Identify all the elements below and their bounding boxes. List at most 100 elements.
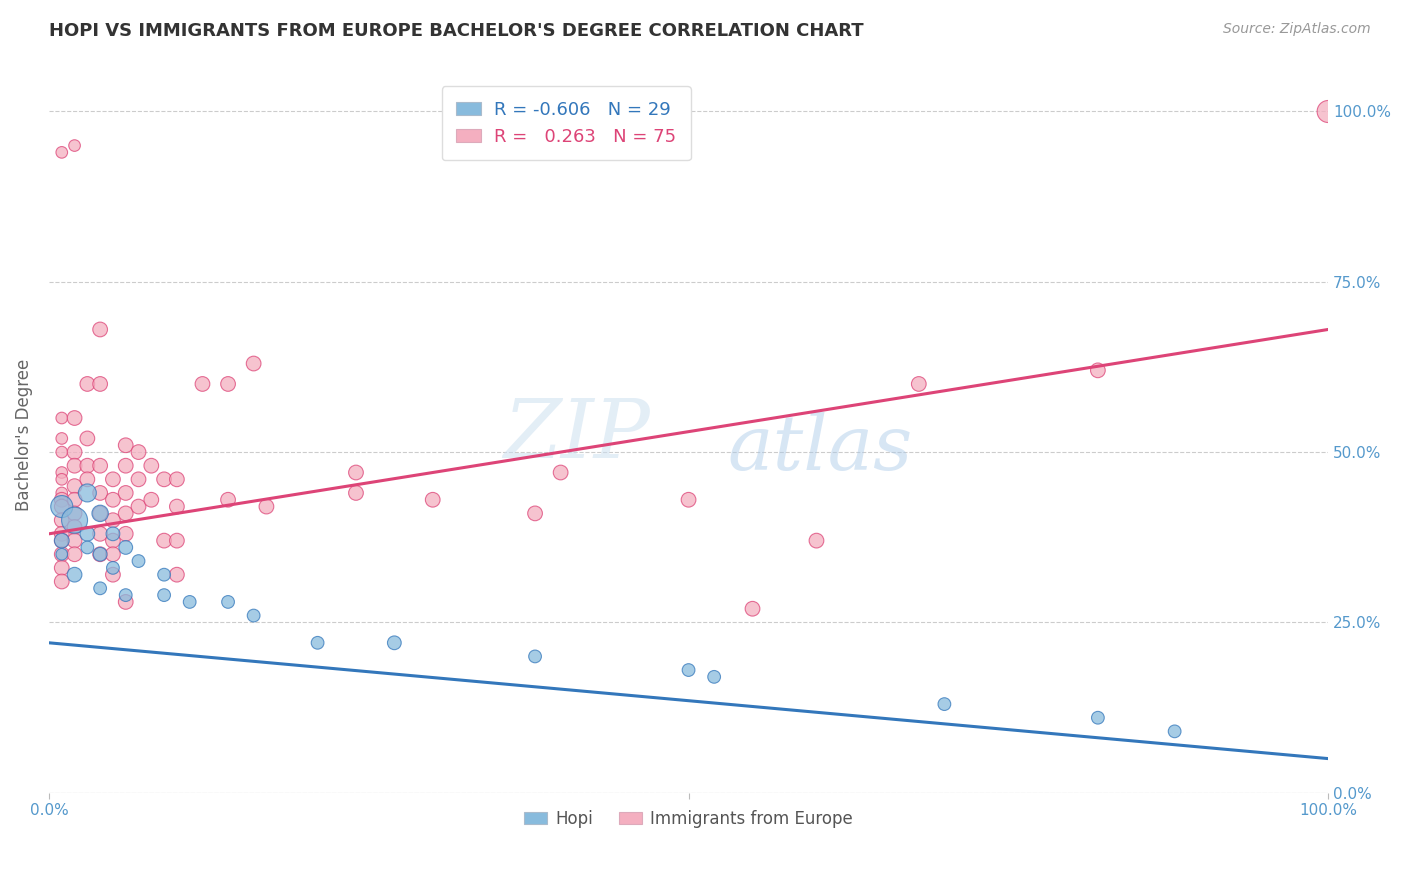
Point [191,376,214,391]
Point [51,445,73,459]
Point [101,472,124,486]
Point [166,472,188,486]
Point [76,526,98,541]
Point [166,567,188,582]
Point [153,588,176,602]
Point [128,472,150,486]
Point [101,513,124,527]
Point [153,567,176,582]
Point [217,492,239,507]
Point [51,145,73,160]
Point [76,376,98,391]
Point [63,411,86,425]
Point [128,445,150,459]
Point [63,533,86,548]
Point [242,608,264,623]
Point [51,526,73,541]
Point [101,526,124,541]
Point [114,438,136,452]
Point [141,458,163,473]
Point [166,533,188,548]
Point [678,663,700,677]
Point [63,507,86,521]
Point [89,507,111,521]
Point [179,595,201,609]
Point [114,458,136,473]
Point [344,466,367,480]
Point [89,322,111,336]
Point [63,138,86,153]
Point [934,697,956,711]
Point [51,466,73,480]
Point [1317,104,1340,119]
Point [114,486,136,500]
Point [63,513,86,527]
Point [51,561,73,575]
Point [76,541,98,555]
Point [89,582,111,596]
Point [141,492,163,507]
Point [806,533,828,548]
Point [703,670,725,684]
Point [63,458,86,473]
Point [114,541,136,555]
Point [114,588,136,602]
Point [166,500,188,514]
Point [101,492,124,507]
Point [254,500,277,514]
Point [678,492,700,507]
Point [51,547,73,561]
Text: HOPI VS IMMIGRANTS FROM EUROPE BACHELOR'S DEGREE CORRELATION CHART: HOPI VS IMMIGRANTS FROM EUROPE BACHELOR'… [49,22,863,40]
Point [76,432,98,446]
Point [153,533,176,548]
Point [101,561,124,575]
Point [114,507,136,521]
Point [307,636,329,650]
Point [76,486,98,500]
Text: ZIP: ZIP [503,395,650,475]
Text: Source: ZipAtlas.com: Source: ZipAtlas.com [1223,22,1371,37]
Point [114,526,136,541]
Point [51,472,73,486]
Y-axis label: Bachelor's Degree: Bachelor's Degree [15,359,32,511]
Point [51,513,73,527]
Point [51,411,73,425]
Point [217,376,239,391]
Point [63,445,86,459]
Text: atlas: atlas [727,412,912,486]
Point [907,376,929,391]
Point [51,500,73,514]
Point [128,554,150,568]
Point [524,507,547,521]
Point [550,466,572,480]
Point [128,500,150,514]
Point [51,486,73,500]
Point [89,507,111,521]
Point [101,533,124,548]
Point [51,533,73,548]
Legend: Hopi, Immigrants from Europe: Hopi, Immigrants from Europe [517,803,859,834]
Point [63,547,86,561]
Point [114,595,136,609]
Point [217,595,239,609]
Point [1087,363,1109,377]
Point [242,357,264,371]
Point [741,601,763,615]
Point [51,432,73,446]
Point [63,492,86,507]
Point [51,574,73,589]
Point [101,547,124,561]
Point [89,486,111,500]
Point [153,472,176,486]
Point [89,376,111,391]
Point [524,649,547,664]
Point [101,567,124,582]
Point [63,479,86,493]
Point [63,520,86,534]
Point [89,458,111,473]
Point [89,547,111,561]
Point [1087,711,1109,725]
Point [344,486,367,500]
Point [51,500,73,514]
Point [89,547,111,561]
